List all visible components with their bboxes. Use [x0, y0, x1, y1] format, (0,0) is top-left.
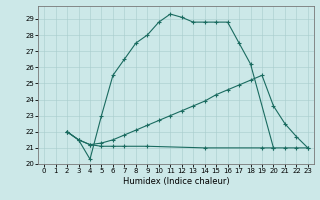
X-axis label: Humidex (Indice chaleur): Humidex (Indice chaleur) [123, 177, 229, 186]
